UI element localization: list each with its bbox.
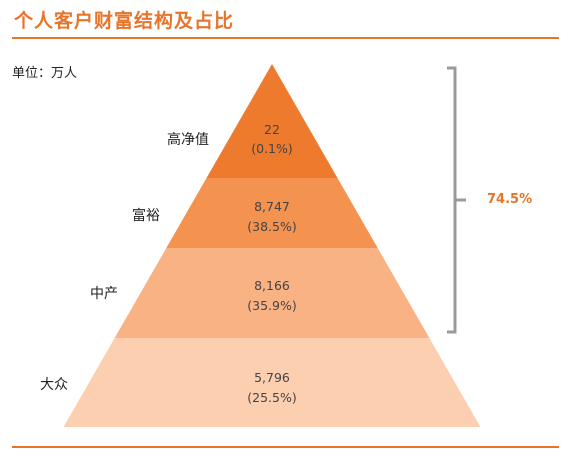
- tier-value-label: 5,796: [254, 370, 290, 385]
- chart-title: 个人客户财富结构及占比: [14, 10, 235, 32]
- bottom-rule: [12, 446, 559, 448]
- tier-value-label: 8,747: [254, 199, 290, 214]
- tier-value-label: 8,166: [254, 278, 290, 293]
- tier-share-label: (25.5%): [247, 390, 296, 405]
- bracket-annotation: [447, 66, 466, 334]
- tier-value-label: 22: [264, 122, 280, 137]
- tier-share-label: (38.5%): [247, 219, 296, 234]
- tier-affluent-shape: [166, 178, 378, 248]
- tier-share-label: (0.1%): [251, 141, 293, 156]
- tier-top-shape: [206, 64, 338, 178]
- tier-middle-shape: [114, 248, 430, 338]
- tier-name-label: 富裕: [132, 207, 160, 224]
- tier-share-label: (35.9%): [247, 298, 296, 313]
- tier-name-label: 中产: [90, 286, 118, 302]
- tier-mass-shape: [63, 338, 481, 427]
- unit-label: 单位：万人: [12, 66, 78, 81]
- tier-name-label: 大众: [40, 377, 68, 393]
- tier-name-label: 高净值: [167, 131, 209, 148]
- top-rule: [12, 37, 559, 39]
- bracket-percentage: 74.5%: [487, 192, 533, 207]
